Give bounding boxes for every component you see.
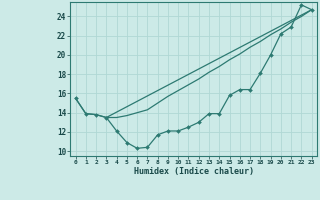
X-axis label: Humidex (Indice chaleur): Humidex (Indice chaleur) bbox=[134, 167, 254, 176]
